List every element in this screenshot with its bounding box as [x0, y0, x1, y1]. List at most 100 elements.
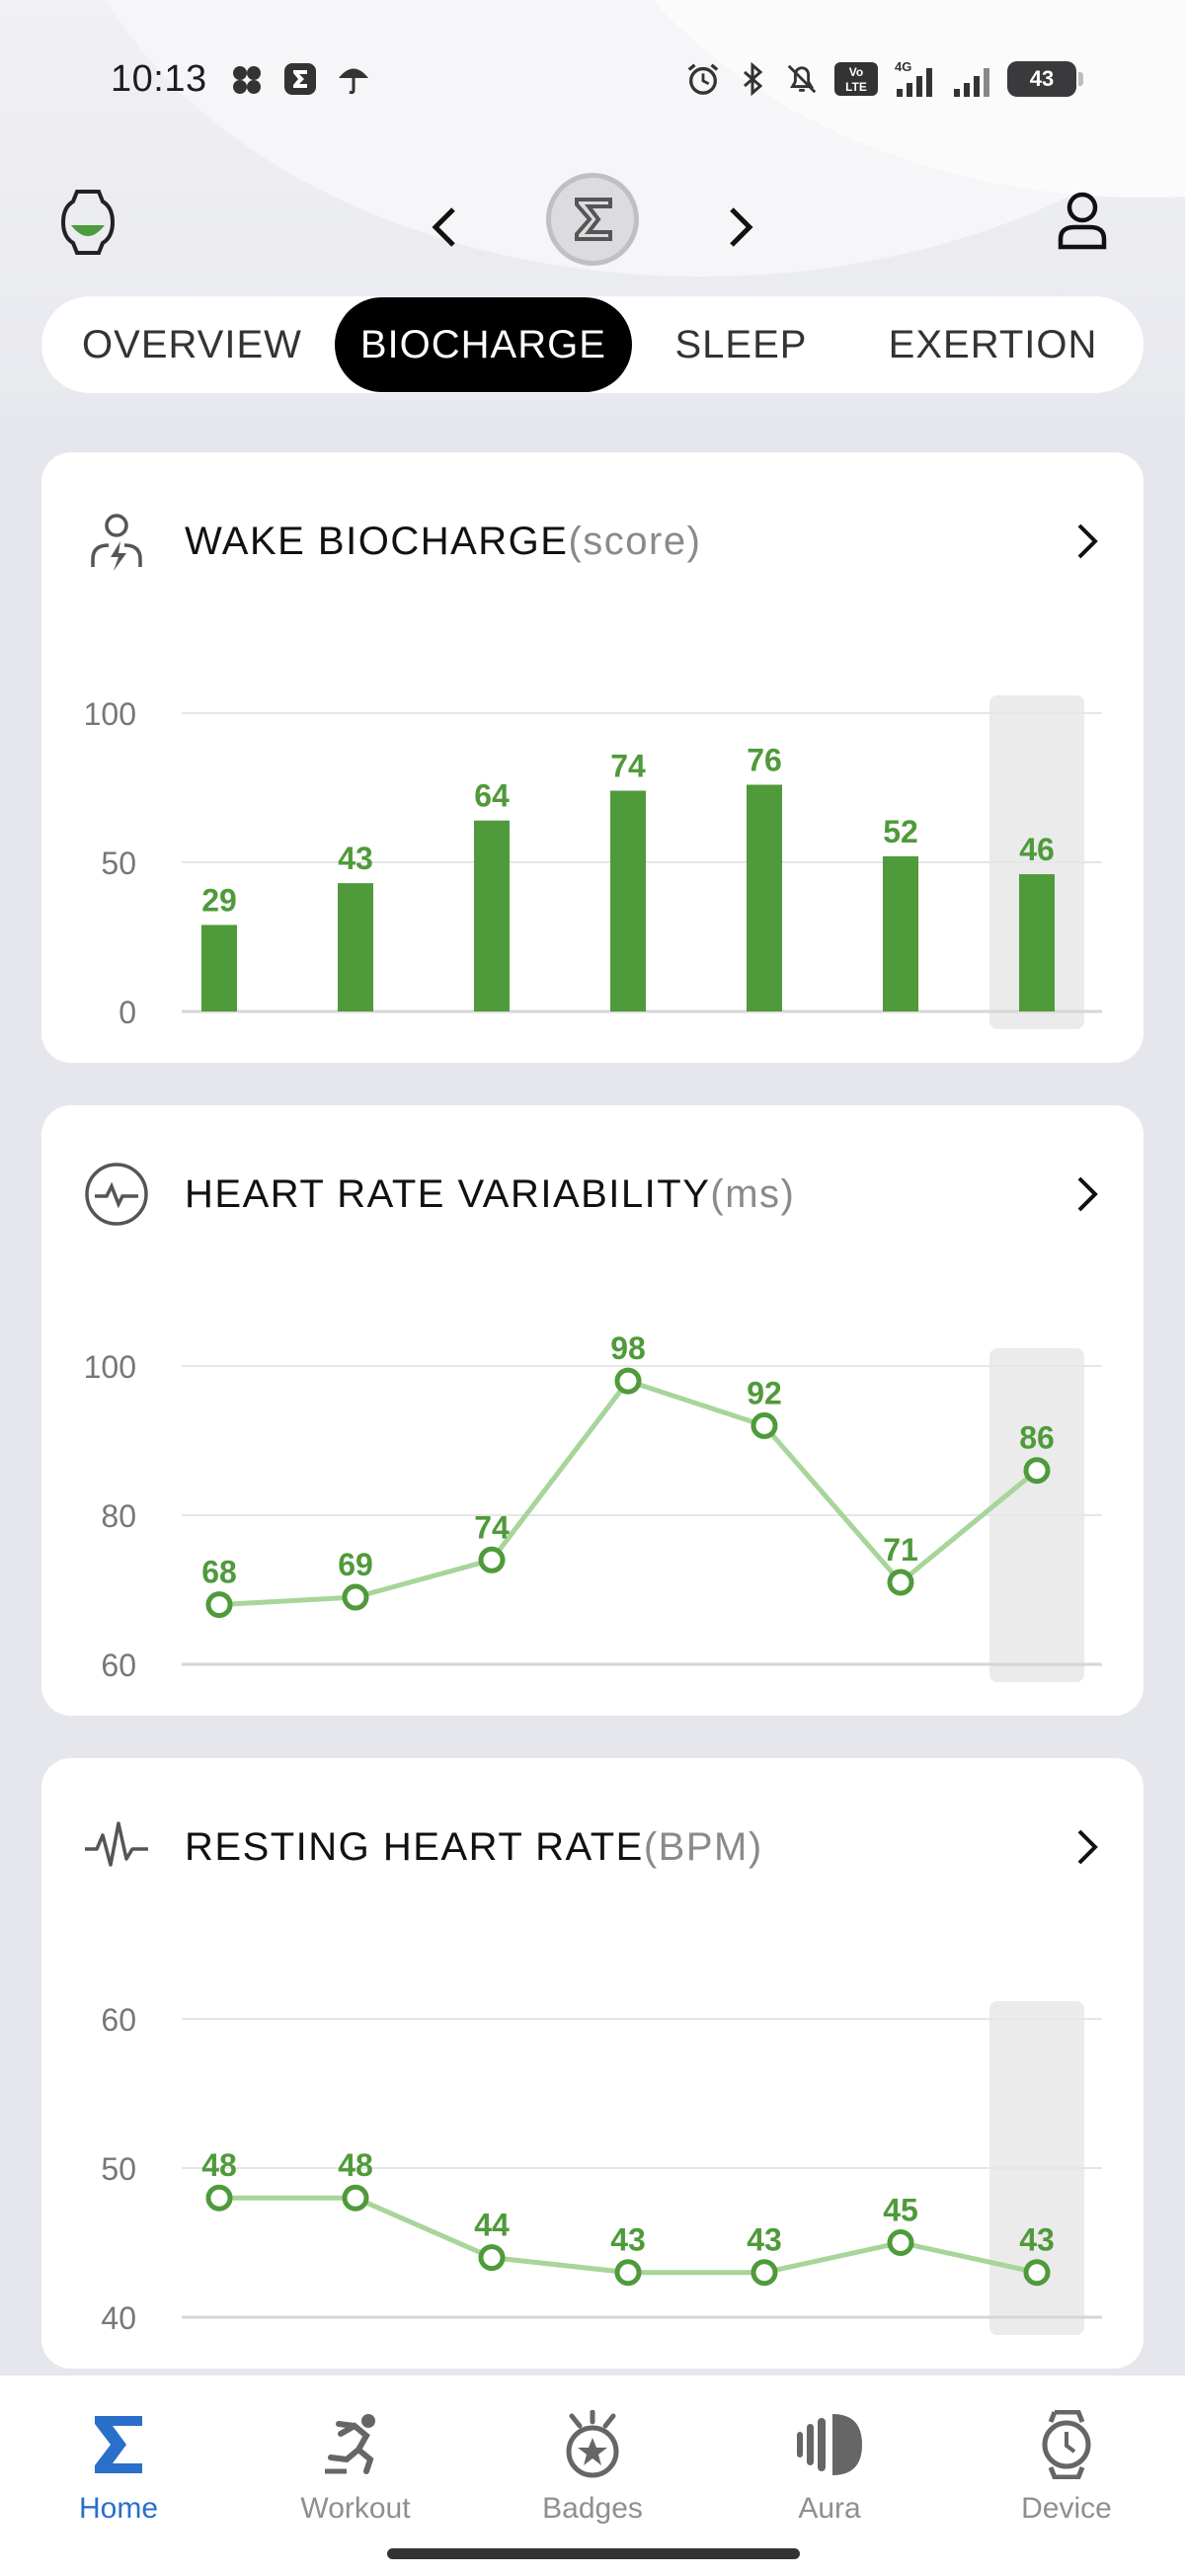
data-label: 98: [610, 1330, 646, 1366]
bar: [201, 925, 237, 1011]
svg-text:Vo: Vo: [849, 65, 863, 79]
data-point: [887, 2229, 914, 2256]
data-label: 64: [474, 778, 510, 814]
data-point: [750, 2259, 778, 2287]
nav-label: Aura: [798, 2492, 861, 2525]
running-icon: [316, 2405, 395, 2484]
data-label: 69: [338, 1547, 373, 1582]
resting-heart-rate-chart: 605040TWTFSSM48484443434543: [101, 2001, 1102, 2336]
resting-heart-rate-card[interactable]: RESTING HEART RATE(BPM) 605040TWTFSSM484…: [41, 1758, 1144, 2369]
nav-label: Workout: [300, 2492, 411, 2525]
y-tick-label: 40: [101, 2300, 136, 2336]
sigma-app-icon: [282, 61, 318, 97]
chevron-right-icon[interactable]: [1063, 512, 1112, 571]
profile-icon[interactable]: [1053, 190, 1112, 253]
tab-overview[interactable]: OVERVIEW: [82, 322, 302, 366]
heartbeat-wave-icon: [83, 1813, 150, 1881]
bar: [610, 790, 646, 1011]
nav-badges[interactable]: Badges: [474, 2375, 711, 2543]
nav-aura[interactable]: Aura: [711, 2375, 948, 2543]
person-bolt-icon: [83, 508, 150, 575]
data-point: [750, 1411, 778, 1439]
nav-label: Home: [78, 2492, 159, 2525]
data-label: 43: [1019, 2222, 1055, 2258]
data-label: 45: [883, 2193, 918, 2228]
tab-exertion[interactable]: EXERTION: [888, 322, 1098, 366]
watch-icon[interactable]: [57, 188, 118, 257]
data-point: [342, 2184, 369, 2212]
y-tick-label: 60: [101, 2002, 136, 2038]
data-point: [1023, 1457, 1051, 1485]
data-label: 52: [883, 814, 918, 849]
signal-4g-icon: 4G: [893, 59, 936, 97]
tab-bar: OVERVIEW BIOCHARGE SLEEP EXERTION: [41, 296, 1144, 393]
data-point: [614, 2259, 642, 2287]
data-point: [478, 2244, 506, 2272]
nav-label: Badges: [542, 2492, 643, 2525]
nav-home[interactable]: Home: [0, 2375, 237, 2543]
y-tick-label: 50: [101, 845, 136, 881]
data-point: [205, 2184, 233, 2212]
data-label: 68: [201, 1555, 237, 1590]
data-label: 92: [747, 1375, 782, 1410]
data-label: 43: [338, 841, 373, 876]
y-tick-label: 100: [84, 696, 136, 732]
wake-biocharge-card[interactable]: WAKE BIOCHARGE(score) 100500TWTFSSM29436…: [41, 452, 1144, 1063]
data-point: [478, 1546, 506, 1573]
bar: [338, 883, 373, 1011]
tab-sleep[interactable]: SLEEP: [674, 322, 808, 366]
y-tick-label: 50: [101, 2151, 136, 2187]
y-tick-label: 80: [101, 1498, 136, 1534]
sigma-logo-icon[interactable]: [546, 173, 639, 266]
umbrella-icon: [336, 61, 371, 97]
volte-icon: Vo LTE: [833, 61, 879, 97]
data-label: 46: [1019, 832, 1055, 867]
data-label: 76: [747, 742, 782, 777]
svg-text:4G: 4G: [895, 59, 911, 74]
group-icon: [229, 61, 265, 97]
pulse-circle-icon: [83, 1161, 150, 1228]
bar: [883, 855, 918, 1011]
badge-icon: [553, 2405, 632, 2484]
card-unit: (score): [568, 519, 702, 563]
bar: [1019, 874, 1055, 1011]
data-point: [1023, 2259, 1051, 2287]
chevron-right-icon[interactable]: [1063, 1165, 1112, 1224]
chevron-left-icon[interactable]: [415, 198, 474, 257]
card-unit: (BPM): [643, 1824, 763, 1869]
hrv-card[interactable]: HEART RATE VARIABILITY(ms) 1008060TWTFSS…: [41, 1105, 1144, 1716]
data-point: [342, 1583, 369, 1611]
data-label: 74: [610, 749, 646, 784]
wake-biocharge-chart: 100500TWTFSSM29436474765246: [84, 695, 1102, 1030]
bottom-nav: Home Workout Badges Aura Device: [0, 2375, 1185, 2576]
card-title: RESTING HEART RATE: [185, 1824, 644, 1869]
card-unit: (ms): [710, 1171, 796, 1216]
nav-workout[interactable]: Workout: [237, 2375, 474, 2543]
chevron-right-icon[interactable]: [711, 198, 770, 257]
nav-label: Device: [1021, 2492, 1112, 2525]
mute-icon: [784, 61, 820, 97]
hrv-chart: 1008060TWTFSSM68697498927186: [84, 1330, 1102, 1683]
data-label: 71: [883, 1532, 918, 1568]
y-tick-label: 60: [101, 1648, 136, 1683]
status-bar: 10:13 Vo LTE 4G 43: [0, 0, 1185, 158]
nav-device[interactable]: Device: [948, 2375, 1185, 2543]
data-point: [614, 1367, 642, 1395]
chevron-right-icon[interactable]: [1063, 1817, 1112, 1877]
data-label: 48: [201, 2147, 237, 2183]
data-label: 29: [201, 882, 237, 918]
status-time: 10:13: [111, 57, 207, 100]
data-label: 43: [747, 2222, 782, 2258]
data-label: 44: [474, 2208, 510, 2243]
svg-text:LTE: LTE: [845, 80, 867, 94]
data-label: 86: [1019, 1420, 1055, 1456]
battery-indicator: 43: [1007, 61, 1083, 97]
tab-biocharge[interactable]: BIOCHARGE: [334, 297, 632, 392]
data-point: [887, 1569, 914, 1596]
bar: [474, 820, 510, 1011]
home-indicator[interactable]: [387, 2548, 800, 2559]
signal-icon: [950, 61, 993, 97]
data-label: 74: [474, 1509, 510, 1545]
sigma-home-icon: [79, 2405, 158, 2484]
data-label: 43: [610, 2222, 646, 2258]
